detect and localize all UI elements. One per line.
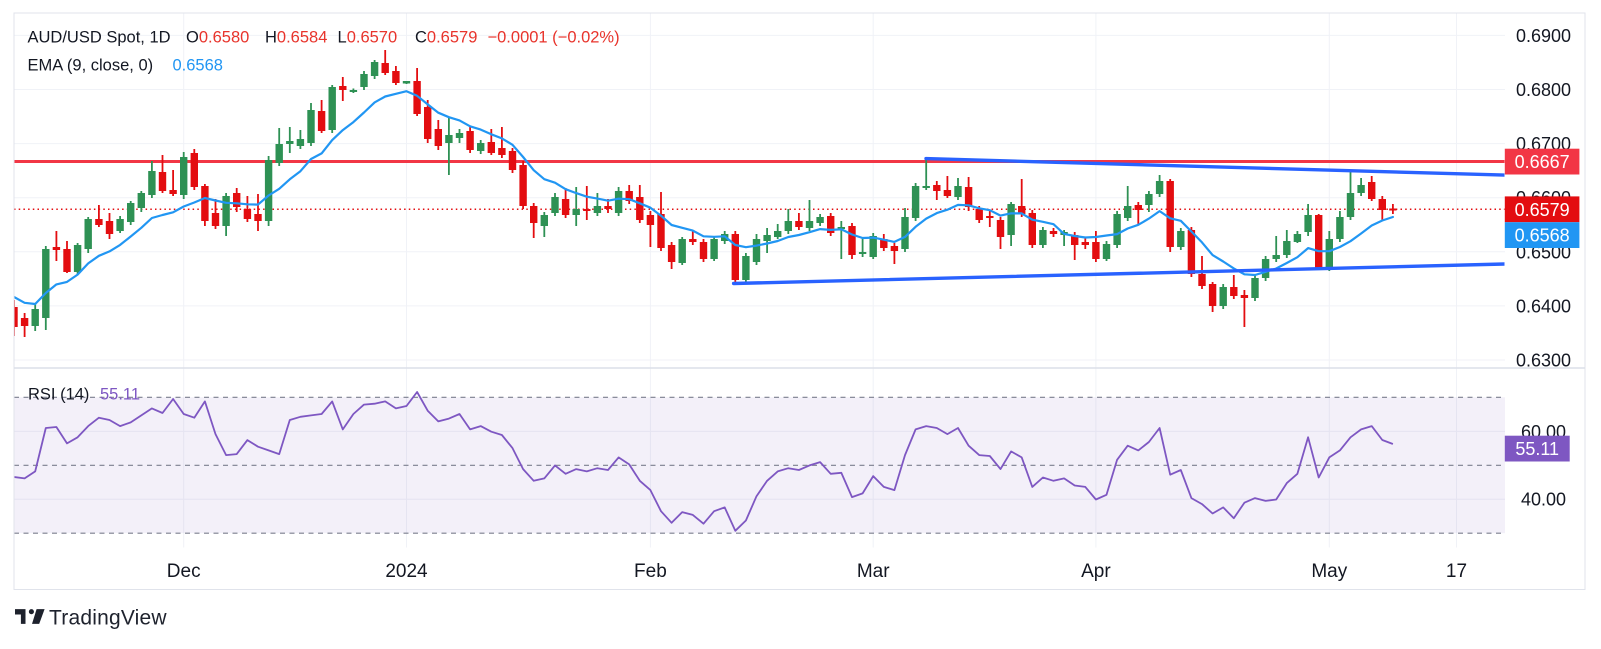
- svg-text:Mar: Mar: [857, 561, 890, 582]
- svg-text:17: 17: [1446, 561, 1467, 582]
- svg-text:0.6300: 0.6300: [1516, 351, 1571, 371]
- svg-text:0.6579: 0.6579: [1515, 200, 1570, 220]
- svg-text:O0.6580: O0.6580: [186, 29, 249, 47]
- svg-text:0.6667: 0.6667: [1515, 152, 1570, 172]
- svg-text:0.6568: 0.6568: [173, 57, 223, 75]
- svg-text:L0.6570: L0.6570: [338, 29, 398, 47]
- svg-text:55.11: 55.11: [1515, 439, 1559, 459]
- svg-text:Dec: Dec: [167, 561, 201, 582]
- svg-text:RSI (14): RSI (14): [28, 386, 89, 404]
- svg-text:C0.6579: C0.6579: [415, 29, 477, 47]
- svg-text:Apr: Apr: [1081, 561, 1111, 582]
- svg-text:0.6568: 0.6568: [1515, 226, 1570, 246]
- svg-text:0.6800: 0.6800: [1516, 80, 1571, 100]
- svg-text:Feb: Feb: [634, 561, 667, 582]
- svg-text:40.00: 40.00: [1521, 490, 1566, 510]
- svg-text:AUD/USD Spot, 1D: AUD/USD Spot, 1D: [28, 29, 171, 47]
- svg-text:EMA (9, close, 0): EMA (9, close, 0): [28, 57, 154, 75]
- svg-text:55.11: 55.11: [100, 386, 140, 404]
- svg-text:0.6900: 0.6900: [1516, 26, 1571, 46]
- svg-text:TradingView: TradingView: [49, 607, 167, 630]
- svg-text:May: May: [1311, 561, 1347, 582]
- svg-text:0.6400: 0.6400: [1516, 296, 1571, 316]
- svg-text:2024: 2024: [385, 561, 428, 582]
- svg-text:H0.6584: H0.6584: [265, 29, 327, 47]
- svg-text:−0.0001 (−0.02%): −0.0001 (−0.02%): [488, 29, 620, 47]
